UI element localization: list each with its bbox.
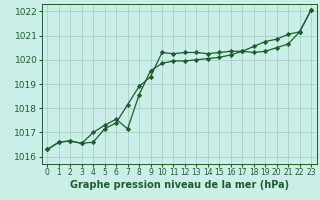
X-axis label: Graphe pression niveau de la mer (hPa): Graphe pression niveau de la mer (hPa)	[70, 180, 289, 190]
